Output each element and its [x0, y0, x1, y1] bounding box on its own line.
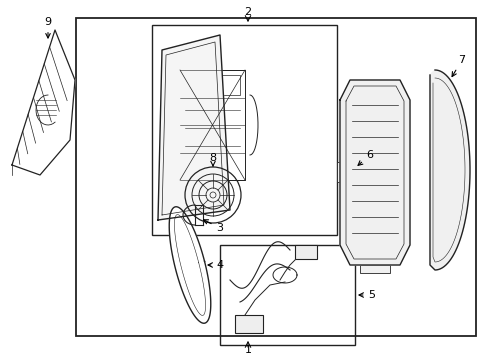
Polygon shape	[12, 30, 75, 175]
Bar	[184, 75, 209, 95]
Bar	[359, 265, 389, 273]
Bar	[152, 25, 336, 235]
Bar	[220, 245, 354, 345]
Bar	[76, 18, 475, 336]
Polygon shape	[339, 80, 409, 265]
Bar	[235, 315, 263, 333]
Bar	[180, 70, 244, 180]
Polygon shape	[429, 70, 469, 270]
Polygon shape	[158, 35, 229, 220]
Text: 2: 2	[244, 7, 251, 17]
Bar	[294, 245, 316, 259]
Bar	[35, 95, 57, 110]
Text: 4: 4	[207, 260, 223, 270]
Text: 9: 9	[44, 17, 51, 38]
Bar	[336, 162, 342, 182]
Text: 8: 8	[209, 153, 216, 166]
Polygon shape	[169, 207, 210, 323]
Text: 6: 6	[357, 150, 373, 165]
Text: 5: 5	[358, 290, 375, 300]
Bar	[215, 75, 240, 95]
Text: 3: 3	[203, 220, 223, 233]
Text: 1: 1	[244, 345, 251, 355]
Text: 7: 7	[451, 55, 465, 77]
